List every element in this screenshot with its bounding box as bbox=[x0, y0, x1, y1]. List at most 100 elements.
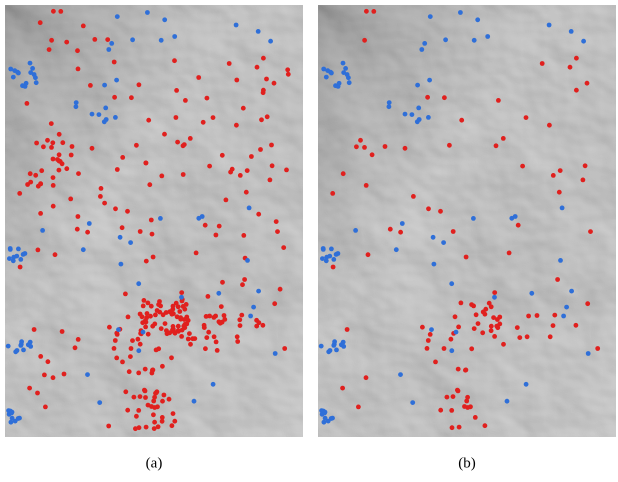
red-point bbox=[112, 346, 117, 351]
red-point bbox=[46, 359, 51, 364]
blue-point bbox=[103, 106, 108, 111]
red-point bbox=[224, 198, 229, 203]
blue-point bbox=[429, 327, 434, 332]
red-point bbox=[143, 325, 148, 330]
red-point bbox=[238, 173, 243, 178]
red-point bbox=[146, 118, 151, 123]
red-point bbox=[143, 367, 148, 372]
red-point bbox=[398, 230, 403, 235]
red-point bbox=[50, 140, 55, 145]
red-point bbox=[588, 229, 593, 234]
red-point bbox=[474, 312, 479, 317]
blue-point bbox=[564, 305, 569, 310]
blue-point bbox=[331, 257, 336, 262]
blue-point bbox=[410, 400, 415, 405]
red-point bbox=[403, 146, 408, 151]
blue-point bbox=[346, 75, 351, 80]
red-point bbox=[507, 251, 512, 256]
red-point bbox=[150, 371, 155, 376]
red-point bbox=[254, 324, 259, 329]
blue-point bbox=[106, 47, 111, 52]
blue-point bbox=[443, 37, 448, 42]
red-point bbox=[76, 171, 81, 176]
red-point bbox=[164, 310, 169, 315]
red-point bbox=[170, 312, 175, 317]
red-point bbox=[574, 56, 579, 61]
red-point bbox=[459, 301, 464, 306]
red-point bbox=[25, 101, 30, 106]
panel-label: (a) bbox=[146, 455, 163, 471]
blue-point bbox=[18, 257, 23, 262]
red-point bbox=[157, 299, 162, 304]
red-point bbox=[464, 255, 469, 260]
blue-point bbox=[13, 419, 18, 424]
red-point bbox=[214, 233, 219, 238]
blue-point bbox=[560, 206, 565, 211]
red-point bbox=[160, 399, 165, 404]
red-point bbox=[364, 375, 369, 380]
red-point bbox=[535, 313, 540, 318]
red-point bbox=[242, 277, 247, 282]
blue-point bbox=[547, 23, 552, 28]
red-point bbox=[176, 328, 181, 333]
red-point bbox=[182, 307, 187, 312]
red-point bbox=[557, 190, 562, 195]
panel-label: (b) bbox=[458, 455, 476, 471]
red-point bbox=[205, 96, 210, 101]
red-point bbox=[159, 174, 164, 179]
red-point bbox=[516, 223, 521, 228]
red-point bbox=[463, 368, 468, 373]
red-point bbox=[526, 314, 531, 319]
blue-point bbox=[15, 348, 20, 353]
red-point bbox=[206, 294, 211, 299]
blue-point bbox=[251, 305, 256, 310]
red-point bbox=[35, 391, 40, 396]
red-point bbox=[261, 56, 266, 61]
red-point bbox=[331, 265, 336, 270]
red-point bbox=[137, 82, 142, 87]
red-point bbox=[426, 206, 431, 211]
red-point bbox=[275, 229, 280, 234]
red-point bbox=[113, 338, 118, 343]
red-point bbox=[136, 337, 141, 342]
blue-point bbox=[28, 344, 33, 349]
red-point bbox=[146, 332, 151, 337]
red-point bbox=[540, 61, 545, 66]
red-point bbox=[45, 138, 50, 143]
red-point bbox=[364, 9, 369, 14]
blue-point bbox=[427, 78, 432, 83]
blue-point bbox=[136, 348, 141, 353]
blue-point bbox=[341, 344, 346, 349]
red-point bbox=[160, 419, 165, 424]
red-point bbox=[51, 9, 56, 14]
red-point bbox=[278, 287, 283, 292]
red-point bbox=[370, 152, 375, 157]
blue-point bbox=[398, 372, 403, 377]
red-point bbox=[92, 37, 97, 42]
red-point bbox=[141, 304, 146, 309]
blue-point bbox=[524, 382, 529, 387]
blue-point bbox=[415, 83, 420, 88]
blue-point bbox=[426, 115, 431, 120]
blue-point bbox=[119, 262, 124, 267]
red-point bbox=[220, 153, 225, 158]
red-point bbox=[269, 143, 274, 148]
blue-point bbox=[256, 289, 261, 294]
red-point bbox=[107, 325, 112, 330]
red-point bbox=[81, 24, 86, 29]
red-point bbox=[492, 334, 497, 339]
red-point bbox=[449, 408, 454, 413]
red-point bbox=[517, 335, 522, 340]
red-point bbox=[75, 48, 80, 53]
red-point bbox=[143, 318, 148, 323]
red-point bbox=[256, 212, 261, 217]
red-point bbox=[358, 138, 363, 143]
red-point bbox=[259, 117, 264, 122]
blue-point bbox=[136, 281, 141, 286]
panel-a bbox=[5, 5, 303, 437]
red-point bbox=[212, 334, 217, 339]
red-point bbox=[149, 218, 154, 223]
red-point bbox=[212, 315, 217, 320]
blue-point bbox=[410, 112, 415, 117]
blue-point bbox=[347, 80, 352, 85]
